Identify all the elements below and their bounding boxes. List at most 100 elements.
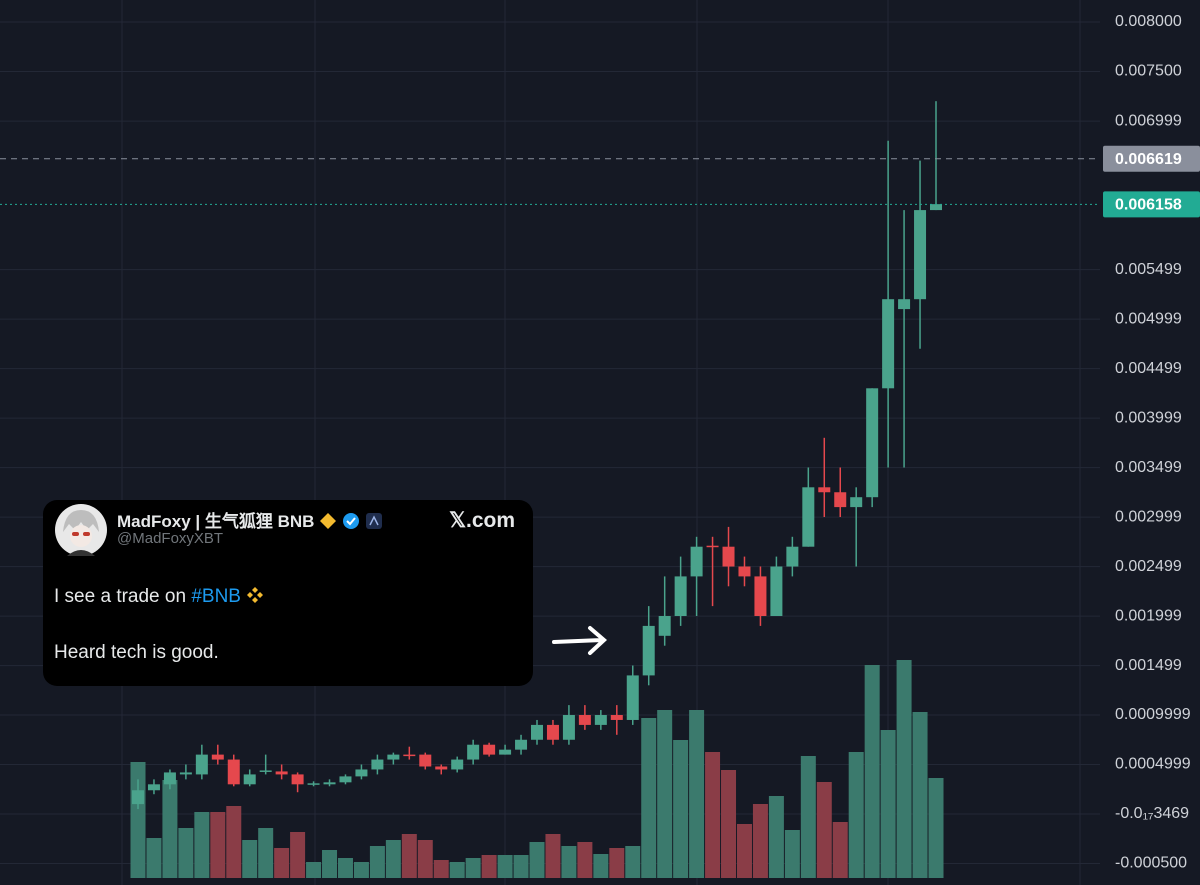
candle-body: [722, 546, 735, 567]
candle-body: [850, 497, 863, 508]
candle-body: [435, 766, 448, 770]
y-tick-label: 0.004499: [1115, 360, 1182, 377]
candle-body: [738, 566, 751, 577]
volume-bar: [705, 752, 721, 878]
candle-body: [914, 210, 927, 300]
volume-bar: [449, 862, 465, 878]
volume-bar: [784, 830, 800, 878]
candle-body: [690, 546, 703, 577]
y-tick-label: 0.005499: [1115, 261, 1182, 278]
volume-bar: [337, 858, 353, 878]
hashtag[interactable]: #BNB: [191, 586, 241, 607]
y-tick-label: 0.002499: [1115, 558, 1182, 575]
candle-body: [642, 625, 655, 676]
candle-body: [802, 487, 815, 547]
y-tick-label: 0.007500: [1115, 63, 1182, 80]
tweet-card[interactable]: MadFoxy | 生气狐狸 BNB @MadFoxyXBT 𝕏.com I s…: [43, 500, 533, 686]
candle-body: [387, 754, 400, 760]
candle-body: [706, 545, 719, 548]
tweet-line: I see a trade on #BNB: [54, 586, 264, 608]
volume-bar: [561, 846, 577, 878]
price-label: 0.006158: [1115, 197, 1182, 214]
author-name: MadFoxy | 生气狐狸 BNB: [117, 512, 315, 531]
volume-bar: [657, 710, 673, 878]
y-tick-label: 0.003499: [1115, 459, 1182, 476]
volume-bar: [417, 840, 433, 878]
candle-body: [866, 388, 879, 498]
avatar: [55, 504, 107, 556]
arrow: [552, 626, 608, 655]
volume-bar: [178, 828, 194, 878]
tweet-author: MadFoxy | 生气狐狸 BNB: [117, 507, 383, 532]
price-label-box: [1103, 191, 1200, 218]
price-label: 0.006619: [1115, 151, 1182, 168]
candle-body: [339, 776, 352, 783]
tweet-text: Heard tech is good.: [54, 642, 219, 663]
y-tick-label: 0.0009999: [1115, 706, 1191, 723]
volume-bar: [816, 782, 832, 878]
candle-body: [786, 546, 799, 567]
volume-bar: [752, 804, 768, 878]
y-tick-label: 0.002999: [1115, 508, 1182, 525]
candle-body: [610, 715, 623, 720]
volume-bar: [290, 832, 306, 878]
candle-body: [483, 744, 496, 755]
candle-body: [546, 724, 559, 740]
volume-bar: [481, 855, 497, 878]
candle-body: [467, 744, 480, 760]
volume-bar: [226, 806, 242, 878]
volume-bar: [242, 840, 258, 878]
candle-body: [195, 754, 208, 775]
volume-bar: [768, 796, 784, 878]
y-tick-label: -0.000500: [1115, 855, 1187, 872]
candle-body: [898, 299, 911, 310]
candle-body: [882, 299, 895, 389]
volume-bar: [146, 838, 162, 878]
candle-body: [451, 759, 464, 770]
candle-body: [243, 774, 256, 785]
volume-bar: [577, 842, 593, 878]
volume-bar: [896, 660, 912, 878]
candle-body: [658, 616, 671, 636]
volume-bar: [673, 740, 689, 878]
volume-bar: [353, 862, 369, 878]
candle-body: [818, 487, 831, 493]
volume-bar: [609, 848, 625, 878]
volume-bar: [401, 834, 417, 878]
candle-body: [323, 782, 336, 785]
volume-bar: [529, 842, 545, 878]
volume-bar: [625, 846, 641, 878]
volume-bar: [210, 812, 226, 878]
volume-bar: [497, 855, 513, 878]
tweet-text: I see a trade on: [54, 586, 187, 607]
volume-bar: [194, 812, 210, 878]
candle-body: [770, 566, 783, 617]
candle-body: [930, 204, 942, 211]
y-tick-label: 0.004999: [1115, 310, 1182, 327]
volume-bar: [545, 834, 561, 878]
volume-bar: [513, 855, 529, 878]
volume-bar: [848, 752, 864, 878]
y-tick-label: 0.003999: [1115, 409, 1182, 426]
volume-bar: [274, 848, 290, 878]
candle-body: [834, 492, 847, 508]
site-label[interactable]: 𝕏.com: [449, 509, 515, 532]
y-tick-label: 0.001499: [1115, 657, 1182, 674]
verified-badge: [342, 513, 359, 529]
candle-body: [419, 754, 432, 767]
candle-body: [371, 759, 384, 770]
candle-body: [179, 772, 192, 775]
volume-bar: [258, 828, 274, 878]
volume-bar: [721, 770, 737, 878]
candle-body: [562, 715, 575, 740]
candle-body: [163, 772, 176, 785]
volume-bar: [433, 860, 449, 878]
y-tick-label: 0.006999: [1115, 112, 1182, 129]
candle-body: [275, 771, 288, 775]
candle-body: [594, 715, 607, 725]
candle-body: [259, 770, 272, 772]
y-tick-label: 0.008000: [1115, 13, 1182, 30]
candle-body: [211, 754, 224, 760]
